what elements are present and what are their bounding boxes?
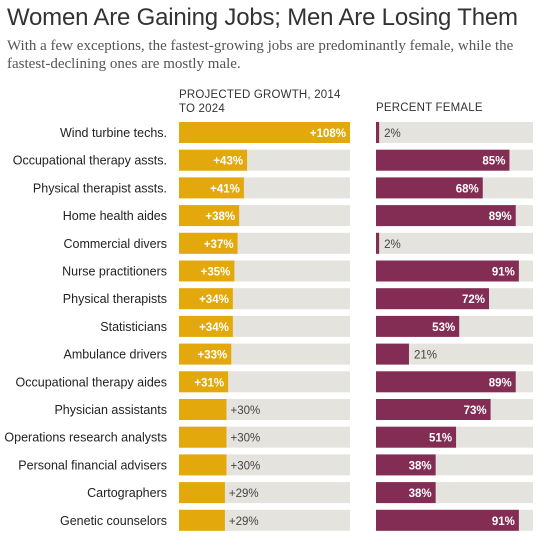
growth-bar [179,482,225,504]
female-value-label: 2% [384,239,401,251]
female-value-label: 91% [492,267,515,279]
chart-subtitle: With a few exceptions, the fastest-growi… [7,38,514,72]
female-bar [376,399,491,420]
female-bar [376,343,409,365]
female-value-label: 51% [429,433,452,445]
female-value-label: 38% [409,488,432,500]
row-label: Home health aides [63,209,167,223]
growth-bar [179,343,232,365]
growth-bar [179,399,227,420]
row-label: Cartographers [87,486,167,500]
growth-value-label: +30% [231,460,261,472]
female-column-title: PERCENT FEMALE [376,102,483,114]
female-bar [376,122,380,143]
growth-value-label: +33% [198,350,228,362]
female-value-label: 85% [482,156,505,168]
growth-value-label: +43% [213,156,243,168]
growth-bar [179,149,248,171]
growth-bar [179,371,229,393]
row-label: Physical therapists [63,292,167,306]
female-value-label: 73% [464,405,487,417]
growth-value-label: +38% [205,211,235,223]
row-label: Physical therapist assts. [33,181,167,195]
row-label: Occupational therapy aides [16,375,167,389]
female-bar [376,426,457,448]
growth-value-label: +30% [231,405,261,417]
female-value-label: 89% [489,377,512,389]
female-value-label: 21% [414,350,437,362]
growth-value-label: +108% [310,128,346,140]
female-bar [376,315,460,337]
growth-value-label: +29% [229,516,259,528]
row-label: Commercial divers [64,237,168,251]
growth-value-label: +35% [201,267,231,279]
row-label: Occupational therapy assts. [13,154,167,168]
growth-bar [179,260,235,282]
growth-value-label: +31% [194,377,224,389]
row-label: Ambulance drivers [63,348,167,362]
female-bar [376,205,516,227]
female-value-label: 53% [432,322,455,334]
growth-bar [179,122,350,143]
growth-value-label: +34% [199,322,229,334]
growth-value-label: +34% [199,294,229,306]
row-label: Nurse practitioners [62,265,167,279]
growth-bar [179,177,244,199]
growth-bar [179,426,227,448]
female-bar-track [376,122,533,143]
female-bar-track [376,343,533,365]
growth-bar [179,509,225,531]
row-label: Genetic counselors [60,514,167,528]
female-bar [376,177,483,199]
female-bar [376,288,490,310]
female-bar [376,371,516,393]
female-bar-track [376,232,533,254]
growth-value-label: +30% [231,433,261,445]
growth-column-title: PROJECTED GROWTH, 2014 TO 2024 [179,89,341,115]
growth-bar [179,205,240,227]
growth-value-label: +37% [204,239,234,251]
chart-title: Women Are Gaining Jobs; Men Are Losing T… [7,4,518,31]
female-bar [376,482,436,504]
row-label: Statisticians [100,320,167,334]
growth-bar [179,288,233,310]
growth-value-label: +29% [229,488,259,500]
female-value-label: 72% [462,294,485,306]
row-label: Physician assistants [54,403,167,417]
female-bar [376,260,519,282]
growth-bar [179,232,238,254]
growth-bar [179,315,233,337]
female-bar [376,509,519,531]
female-bar [376,149,510,171]
row-label: Personal financial advisers [18,458,167,472]
female-bar [376,232,380,254]
female-value-label: 68% [456,183,479,195]
female-bar [376,454,436,476]
growth-bar [179,454,227,476]
row-label: Wind turbine techs. [60,126,167,140]
growth-value-label: +41% [210,183,240,195]
female-value-label: 91% [492,516,515,528]
row-label: Operations research analysts [4,431,167,445]
female-value-label: 89% [489,211,512,223]
female-value-label: 2% [384,128,401,140]
female-value-label: 38% [409,460,432,472]
